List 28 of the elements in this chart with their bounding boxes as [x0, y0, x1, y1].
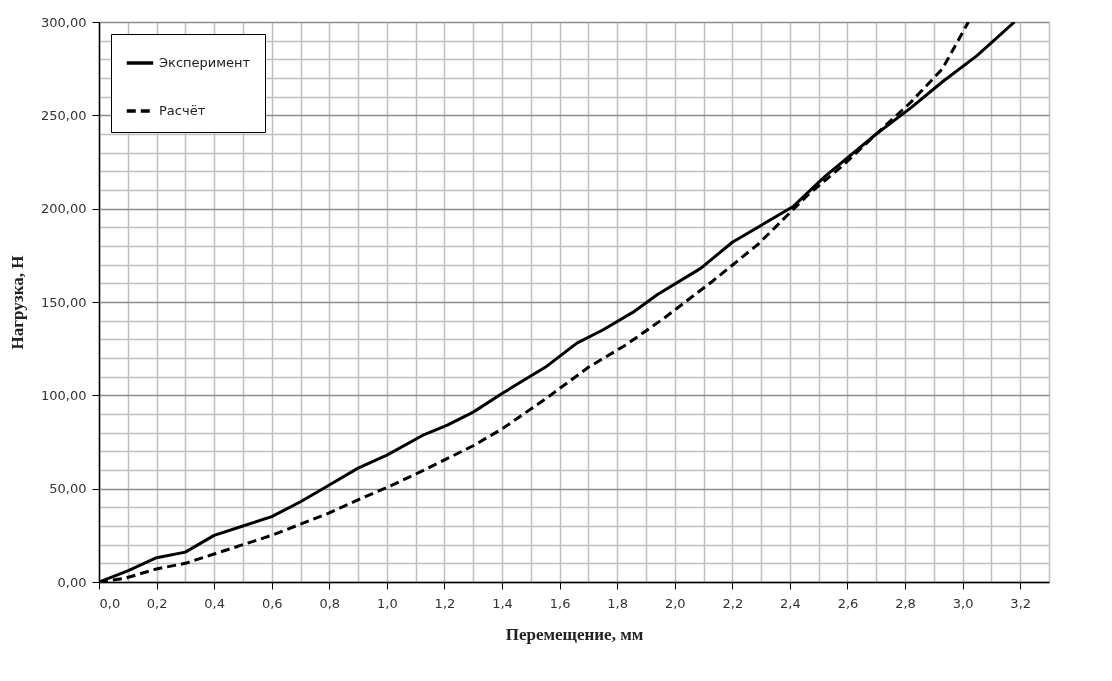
- x-tick-label: 3,0: [952, 595, 974, 611]
- x-tick-label: 0,6: [261, 595, 283, 611]
- y-tick-label: 200,00: [41, 201, 87, 217]
- x-tick-label: 2,4: [780, 595, 801, 611]
- x-tick-label: 0,8: [319, 595, 341, 611]
- legend-label: Эксперимент: [159, 55, 251, 70]
- x-tick-label: 1,2: [434, 595, 456, 611]
- x-tick-label: 0,2: [146, 595, 168, 611]
- x-axis-title: Перемещение, мм: [505, 624, 644, 644]
- x-tick-label: 2,0: [664, 595, 686, 611]
- x-tick-label: 2,2: [722, 595, 744, 611]
- y-tick-label: 0,00: [57, 574, 87, 590]
- x-tick-label: 0,0: [99, 595, 121, 611]
- x-tick-label: 1,0: [377, 595, 398, 611]
- x-tick-label: 0,4: [204, 595, 225, 611]
- x-tick-label: 2,8: [895, 595, 916, 611]
- y-tick-label: 300,00: [41, 14, 87, 30]
- x-tick-label: 1,4: [492, 595, 513, 611]
- x-tick-label: 3,2: [1010, 595, 1032, 611]
- x-tick-label: 1,6: [549, 595, 571, 611]
- y-tick-label: 50,00: [49, 481, 87, 497]
- y-tick-label: 150,00: [41, 294, 87, 310]
- legend-label: Расчёт: [159, 103, 206, 118]
- x-tick-label: 1,8: [607, 595, 629, 611]
- y-tick-label: 250,00: [41, 107, 87, 123]
- y-axis-title: Нагрузка, Н: [8, 255, 28, 350]
- y-tick-label: 100,00: [41, 387, 87, 403]
- x-tick-label: 2,6: [837, 595, 859, 611]
